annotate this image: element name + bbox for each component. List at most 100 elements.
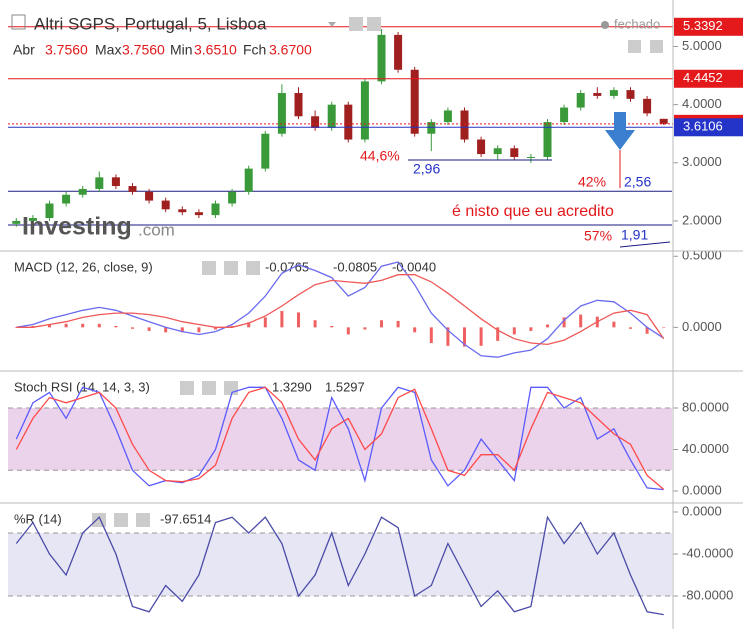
candle-body (593, 93, 602, 96)
icon[interactable] (224, 261, 238, 275)
candle-body (45, 203, 54, 219)
histogram-bar (247, 322, 251, 328)
ohlc-value: 3.7560 (122, 42, 165, 58)
candle-body (62, 194, 71, 204)
panel-title: Stoch RSI (14, 14, 3, 3) (14, 379, 150, 394)
histogram-bar (81, 323, 85, 328)
legend-value: -0.0805 (333, 259, 377, 274)
y-tick-label: 0.0000 (682, 319, 722, 334)
candle-body (311, 116, 320, 128)
legend-value: -0.0765 (265, 259, 309, 274)
candle-body (327, 104, 336, 128)
icon[interactable] (246, 261, 260, 275)
candle-body (294, 93, 303, 117)
icon[interactable] (628, 40, 641, 53)
histogram-bar (463, 327, 466, 347)
histogram-bar (346, 327, 350, 335)
histogram-bar (147, 327, 151, 331)
histogram-bar (363, 327, 367, 330)
candle-body (427, 122, 436, 134)
y-tick-label: 0.0000 (682, 503, 722, 518)
candle-body (78, 188, 87, 195)
annotation: 2,56 (624, 174, 651, 190)
histogram-bar (479, 327, 483, 346)
candle-body (460, 110, 469, 140)
histogram-bar (48, 324, 51, 328)
histogram-bar (546, 324, 549, 328)
candle-body (626, 90, 635, 99)
histogram-bar (662, 327, 666, 328)
y-tick-label: 2.0000 (682, 212, 722, 227)
trend-line (619, 241, 671, 248)
icon (11, 14, 26, 30)
icon[interactable] (114, 513, 128, 527)
icon[interactable] (202, 261, 216, 275)
candle-body (643, 98, 652, 114)
candle-body (560, 107, 569, 123)
histogram-bar (131, 327, 134, 329)
histogram-bar (197, 327, 201, 333)
icon[interactable] (224, 381, 238, 395)
candle-body (128, 186, 137, 192)
candle-body (161, 200, 170, 210)
legend-value: -0.0040 (392, 259, 436, 274)
icon[interactable] (202, 381, 216, 395)
candle-body (12, 220, 21, 224)
annotation: 57% (584, 228, 612, 244)
histogram-bar (512, 327, 516, 335)
histogram-bar (645, 327, 649, 334)
legend-value: -97.6514 (160, 511, 211, 526)
icon[interactable] (136, 513, 150, 527)
panel-title: %R (14) (14, 511, 62, 526)
annotation: é nisto que eu acredito (452, 203, 614, 220)
level-box (674, 69, 743, 88)
series-line (15, 515, 664, 616)
histogram-bar (164, 327, 168, 333)
ohlc-name: Max (95, 42, 121, 58)
y-tick-label: 0.0000 (682, 482, 722, 497)
candle-body (244, 168, 253, 192)
chart-title: Altri SGPS, Portugal, 5, Lisboa (34, 14, 267, 33)
y-tick-label: 3.0000 (682, 154, 722, 169)
histogram-bar (114, 325, 118, 328)
series-line (15, 386, 665, 490)
icon[interactable] (367, 17, 381, 31)
band (8, 408, 672, 471)
candle-body (211, 203, 220, 216)
candle-body (111, 177, 120, 187)
series-line (15, 386, 664, 491)
annotation: 42% (578, 174, 606, 190)
candle-body (410, 69, 419, 134)
status-dot (601, 21, 609, 29)
candle-body (194, 212, 203, 216)
ohlc-name: Abr (13, 42, 35, 58)
ohlc-value: 3.7560 (45, 42, 88, 58)
watermark: .com (138, 220, 175, 239)
histogram-bar (579, 314, 583, 328)
candle-body (344, 104, 353, 140)
candle-body (493, 148, 502, 155)
candle-body (526, 156, 535, 158)
icon[interactable] (92, 513, 106, 527)
icon[interactable] (349, 17, 363, 31)
y-tick-label: 80.0000 (682, 399, 729, 414)
candle-body (228, 191, 237, 204)
ohlc-value: 3.6510 (194, 42, 237, 58)
legend-value: 1.5297 (325, 379, 365, 394)
icon[interactable] (180, 381, 194, 395)
ohlc-name: Min (170, 42, 193, 58)
histogram-bar (396, 320, 400, 328)
histogram-bar (629, 327, 632, 329)
y-tick-label: 5.0000 (682, 38, 722, 53)
status: fechado (614, 16, 660, 31)
candle-body (394, 34, 403, 70)
panel-title: MACD (12, 26, close, 9) (14, 259, 153, 274)
ohlc-name: Fch (243, 42, 266, 58)
plot-layer: 2.0000 3.0000 4.0000 5.0000 5.3392 4.4452 3.67… (8, 17, 743, 616)
histogram-bar (330, 325, 334, 328)
y-tick-label: 4.0000 (682, 96, 722, 111)
icon[interactable] (650, 40, 663, 53)
candle-body (576, 93, 585, 108)
level-label: 4.4452 (683, 70, 723, 85)
